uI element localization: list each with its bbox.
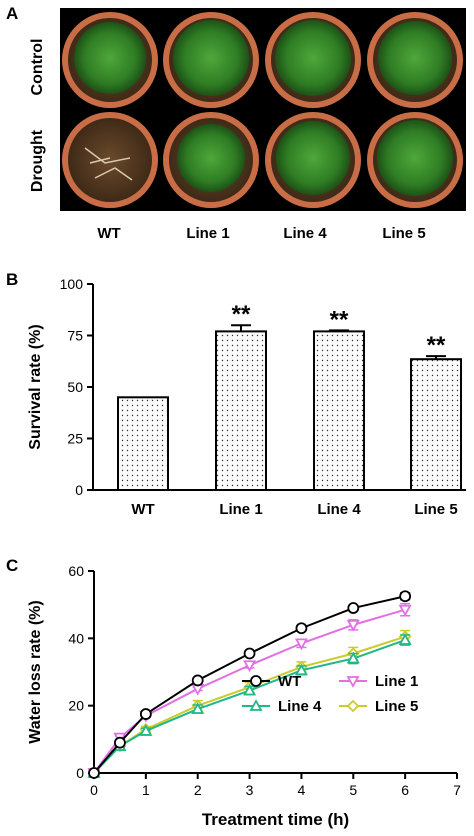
- x-tick-label: 0: [90, 782, 98, 798]
- legend: WT Line 1 Line 4 Line 5: [242, 673, 418, 715]
- row-label-drought: Drought: [29, 129, 46, 193]
- panel-b-letter: B: [6, 270, 19, 289]
- data-point-wt: [399, 590, 412, 603]
- legend-item-line5: Line 5: [339, 698, 418, 715]
- x-tick-label: Line 5: [414, 501, 457, 518]
- data-point-wt: [88, 767, 100, 779]
- y-tick-label: 25: [67, 431, 83, 447]
- significance-mark: **: [232, 301, 251, 328]
- legend-item-line1: Line 1: [339, 673, 418, 690]
- data-point-line1: [346, 619, 360, 632]
- legend-label: Line 4: [278, 698, 322, 715]
- x-tick-label: 2: [194, 782, 202, 798]
- plant-photo: [60, 8, 466, 211]
- panel-c-letter: C: [6, 556, 19, 575]
- y-tick-label: 75: [67, 328, 83, 344]
- legend-marker: [346, 699, 360, 713]
- genotype-label-line5: Line 5: [382, 225, 426, 242]
- x-tick-label: Line 1: [219, 501, 262, 518]
- y-axis-title: Survival rate (%): [27, 324, 44, 449]
- plant-pots-image: [62, 12, 463, 208]
- legend-item-line4: Line 4: [242, 698, 322, 715]
- data-point-line4: [346, 651, 360, 664]
- data-point-wt: [139, 708, 152, 720]
- data-point-line1: [398, 604, 412, 617]
- legend-marker: [346, 676, 360, 688]
- legend-marker: [249, 699, 263, 711]
- water-loss-chart: 0 20 40 60 0 1 2 3 4 5 6 7 Water loss rate (%) Treatm…: [27, 563, 461, 829]
- significance-mark: **: [330, 306, 349, 333]
- significance-mark: **: [427, 332, 446, 359]
- legend-label: Line 1: [375, 673, 418, 690]
- x-tick-label: 4: [298, 782, 306, 798]
- data-point-wt: [295, 622, 308, 635]
- y-axis-title: Water loss rate (%): [27, 600, 44, 743]
- data-point-line4: [398, 633, 412, 645]
- row-label-control: Control: [29, 38, 46, 96]
- data-point-line1: [243, 660, 257, 673]
- data-point-wt: [347, 602, 360, 614]
- data-point-wt: [114, 736, 126, 749]
- y-tick-label: 100: [60, 276, 84, 292]
- panel-a-letter: A: [6, 4, 19, 23]
- data-point-line4: [139, 724, 153, 736]
- x-tick-label: 7: [453, 782, 461, 798]
- data-point-line4: [191, 702, 205, 714]
- x-tick-label: 3: [246, 782, 254, 798]
- legend-marker: [250, 675, 262, 687]
- legend-item-wt: WT: [242, 673, 301, 690]
- genotype-label-line1: Line 1: [186, 225, 230, 242]
- x-tick-label: 5: [349, 782, 357, 798]
- data-point-line4: [243, 683, 257, 696]
- y-tick-label: 20: [68, 698, 84, 714]
- bar-wt: [117, 396, 169, 491]
- survival-rate-chart: 0 25 50 75 100 Survival rate (%) WT ** Line 1 ** L…: [27, 276, 466, 518]
- data-point-line4: [294, 663, 308, 676]
- x-tick-label: 6: [401, 782, 409, 798]
- y-tick-label: 50: [67, 379, 83, 395]
- x-tick-label: Line 4: [317, 501, 361, 518]
- y-tick-label: 0: [76, 765, 84, 781]
- data-point-wt: [243, 647, 256, 660]
- y-tick-label: 40: [68, 630, 84, 646]
- pot-grid: [62, 12, 463, 208]
- y-tick-label: 0: [75, 482, 83, 498]
- bar-line1: [215, 330, 267, 491]
- x-axis-title: Treatment time (h): [202, 810, 349, 829]
- genotype-label-wt: WT: [97, 225, 121, 242]
- x-tick-label: 1: [142, 782, 150, 798]
- series-wt: [88, 590, 412, 779]
- genotype-label-line4: Line 4: [283, 225, 327, 242]
- x-tick-label: WT: [131, 501, 154, 518]
- data-point-wt: [191, 674, 204, 687]
- legend-label: WT: [278, 673, 301, 690]
- legend-label: Line 5: [375, 698, 418, 715]
- bar-line5: [410, 358, 462, 491]
- bar-line4: [313, 330, 365, 491]
- data-point-line1: [294, 638, 308, 651]
- series-line-wt: [93, 595, 406, 774]
- y-tick-label: 60: [68, 563, 84, 579]
